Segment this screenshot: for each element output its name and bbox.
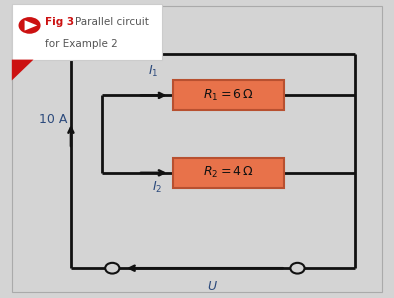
Text: $I_2$: $I_2$	[152, 180, 163, 195]
Text: Fig 3: Fig 3	[45, 17, 78, 27]
Bar	[173, 158, 284, 188]
Polygon shape	[12, 60, 33, 80]
Text: $U$: $U$	[207, 280, 218, 293]
Text: Parallel circuit: Parallel circuit	[75, 17, 149, 27]
Text: for Example 2: for Example 2	[45, 39, 118, 49]
Circle shape	[290, 263, 305, 274]
Text: $R_1 = 6\,\Omega$: $R_1 = 6\,\Omega$	[203, 88, 254, 103]
Circle shape	[105, 263, 119, 274]
Text: $I_1$: $I_1$	[149, 64, 159, 79]
Text: 10 A: 10 A	[39, 113, 67, 126]
Bar	[12, 4, 162, 60]
Text: $R_2 = 4\,\Omega$: $R_2 = 4\,\Omega$	[203, 165, 254, 180]
Circle shape	[19, 17, 41, 34]
Polygon shape	[24, 20, 37, 31]
Bar	[173, 80, 284, 110]
